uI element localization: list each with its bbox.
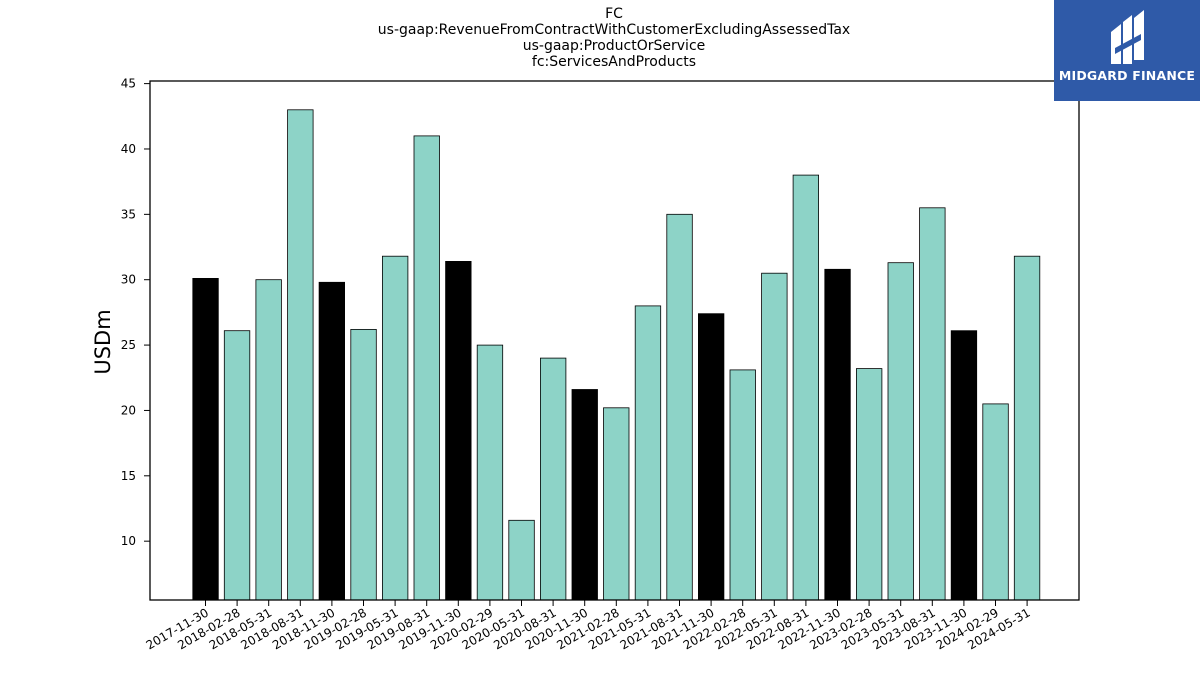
bar-2021-11-30 <box>698 313 725 601</box>
bar-2019-05-31 <box>381 255 409 601</box>
bar-2018-08-31 <box>287 109 314 601</box>
y-tick-label: 40 <box>121 142 136 156</box>
chart-title-block: FC us-gaap:RevenueFromContractWithCustom… <box>0 6 1200 70</box>
bar-2020-11-30 <box>571 389 598 601</box>
bar-2020-08-31 <box>540 357 567 601</box>
y-axis-label: USDm <box>91 309 115 374</box>
bar-2019-08-31 <box>413 135 440 601</box>
y-axis: 10 15 20 25 30 35 40 45 <box>121 77 150 548</box>
bar-2018-11-30 <box>318 281 346 601</box>
y-tick-label: 10 <box>121 534 136 548</box>
bar-2024-05-31 <box>1013 255 1041 601</box>
bar-2017-11-30 <box>192 277 219 601</box>
title-line-axis: us-gaap:ProductOrService <box>522 38 706 54</box>
bar-2023-05-31 <box>887 262 914 601</box>
bar-2020-05-31 <box>508 519 535 601</box>
bar-2020-02-29 <box>476 344 504 601</box>
y-tick-label: 25 <box>121 338 136 352</box>
bar-2024-02-29 <box>982 403 1009 601</box>
title-line-ticker: FC <box>605 6 623 22</box>
midgard-logo-icon <box>1111 10 1144 64</box>
bar-2022-02-28 <box>729 369 756 601</box>
bar-2021-08-31 <box>666 213 693 601</box>
bar-2023-11-30 <box>950 330 978 601</box>
y-tick-label: 15 <box>121 469 136 483</box>
bar-group <box>192 109 1041 601</box>
bar-2022-08-31 <box>792 174 819 601</box>
bar-2023-08-31 <box>919 207 946 601</box>
bar-2023-02-28 <box>856 368 883 601</box>
y-tick-label: 20 <box>121 403 136 417</box>
logo-text: MIDGARD FINANCE <box>1058 68 1196 83</box>
y-tick-label: 45 <box>121 77 136 91</box>
title-line-member: fc:ServicesAndProducts <box>531 54 697 70</box>
bar-2022-05-31 <box>761 272 788 601</box>
bar-2019-02-28 <box>350 328 377 601</box>
y-tick-label: 35 <box>121 207 136 221</box>
bar-2019-11-30 <box>445 260 472 601</box>
x-axis: 2017-11-302018-02-282018-05-312018-08-31… <box>144 600 1033 652</box>
midgard-finance-logo: MIDGARD FINANCE <box>1054 0 1200 101</box>
bar-2022-11-30 <box>824 268 851 601</box>
y-tick-label: 30 <box>121 273 136 287</box>
title-line-concept: us-gaap:RevenueFromContractWithCustomerE… <box>377 22 851 38</box>
bar-2018-05-31 <box>255 279 282 601</box>
plot-frame <box>149 80 1080 601</box>
bar-2021-05-31 <box>634 305 662 601</box>
bar-2018-02-28 <box>223 330 251 601</box>
bar-2021-02-28 <box>603 407 630 601</box>
